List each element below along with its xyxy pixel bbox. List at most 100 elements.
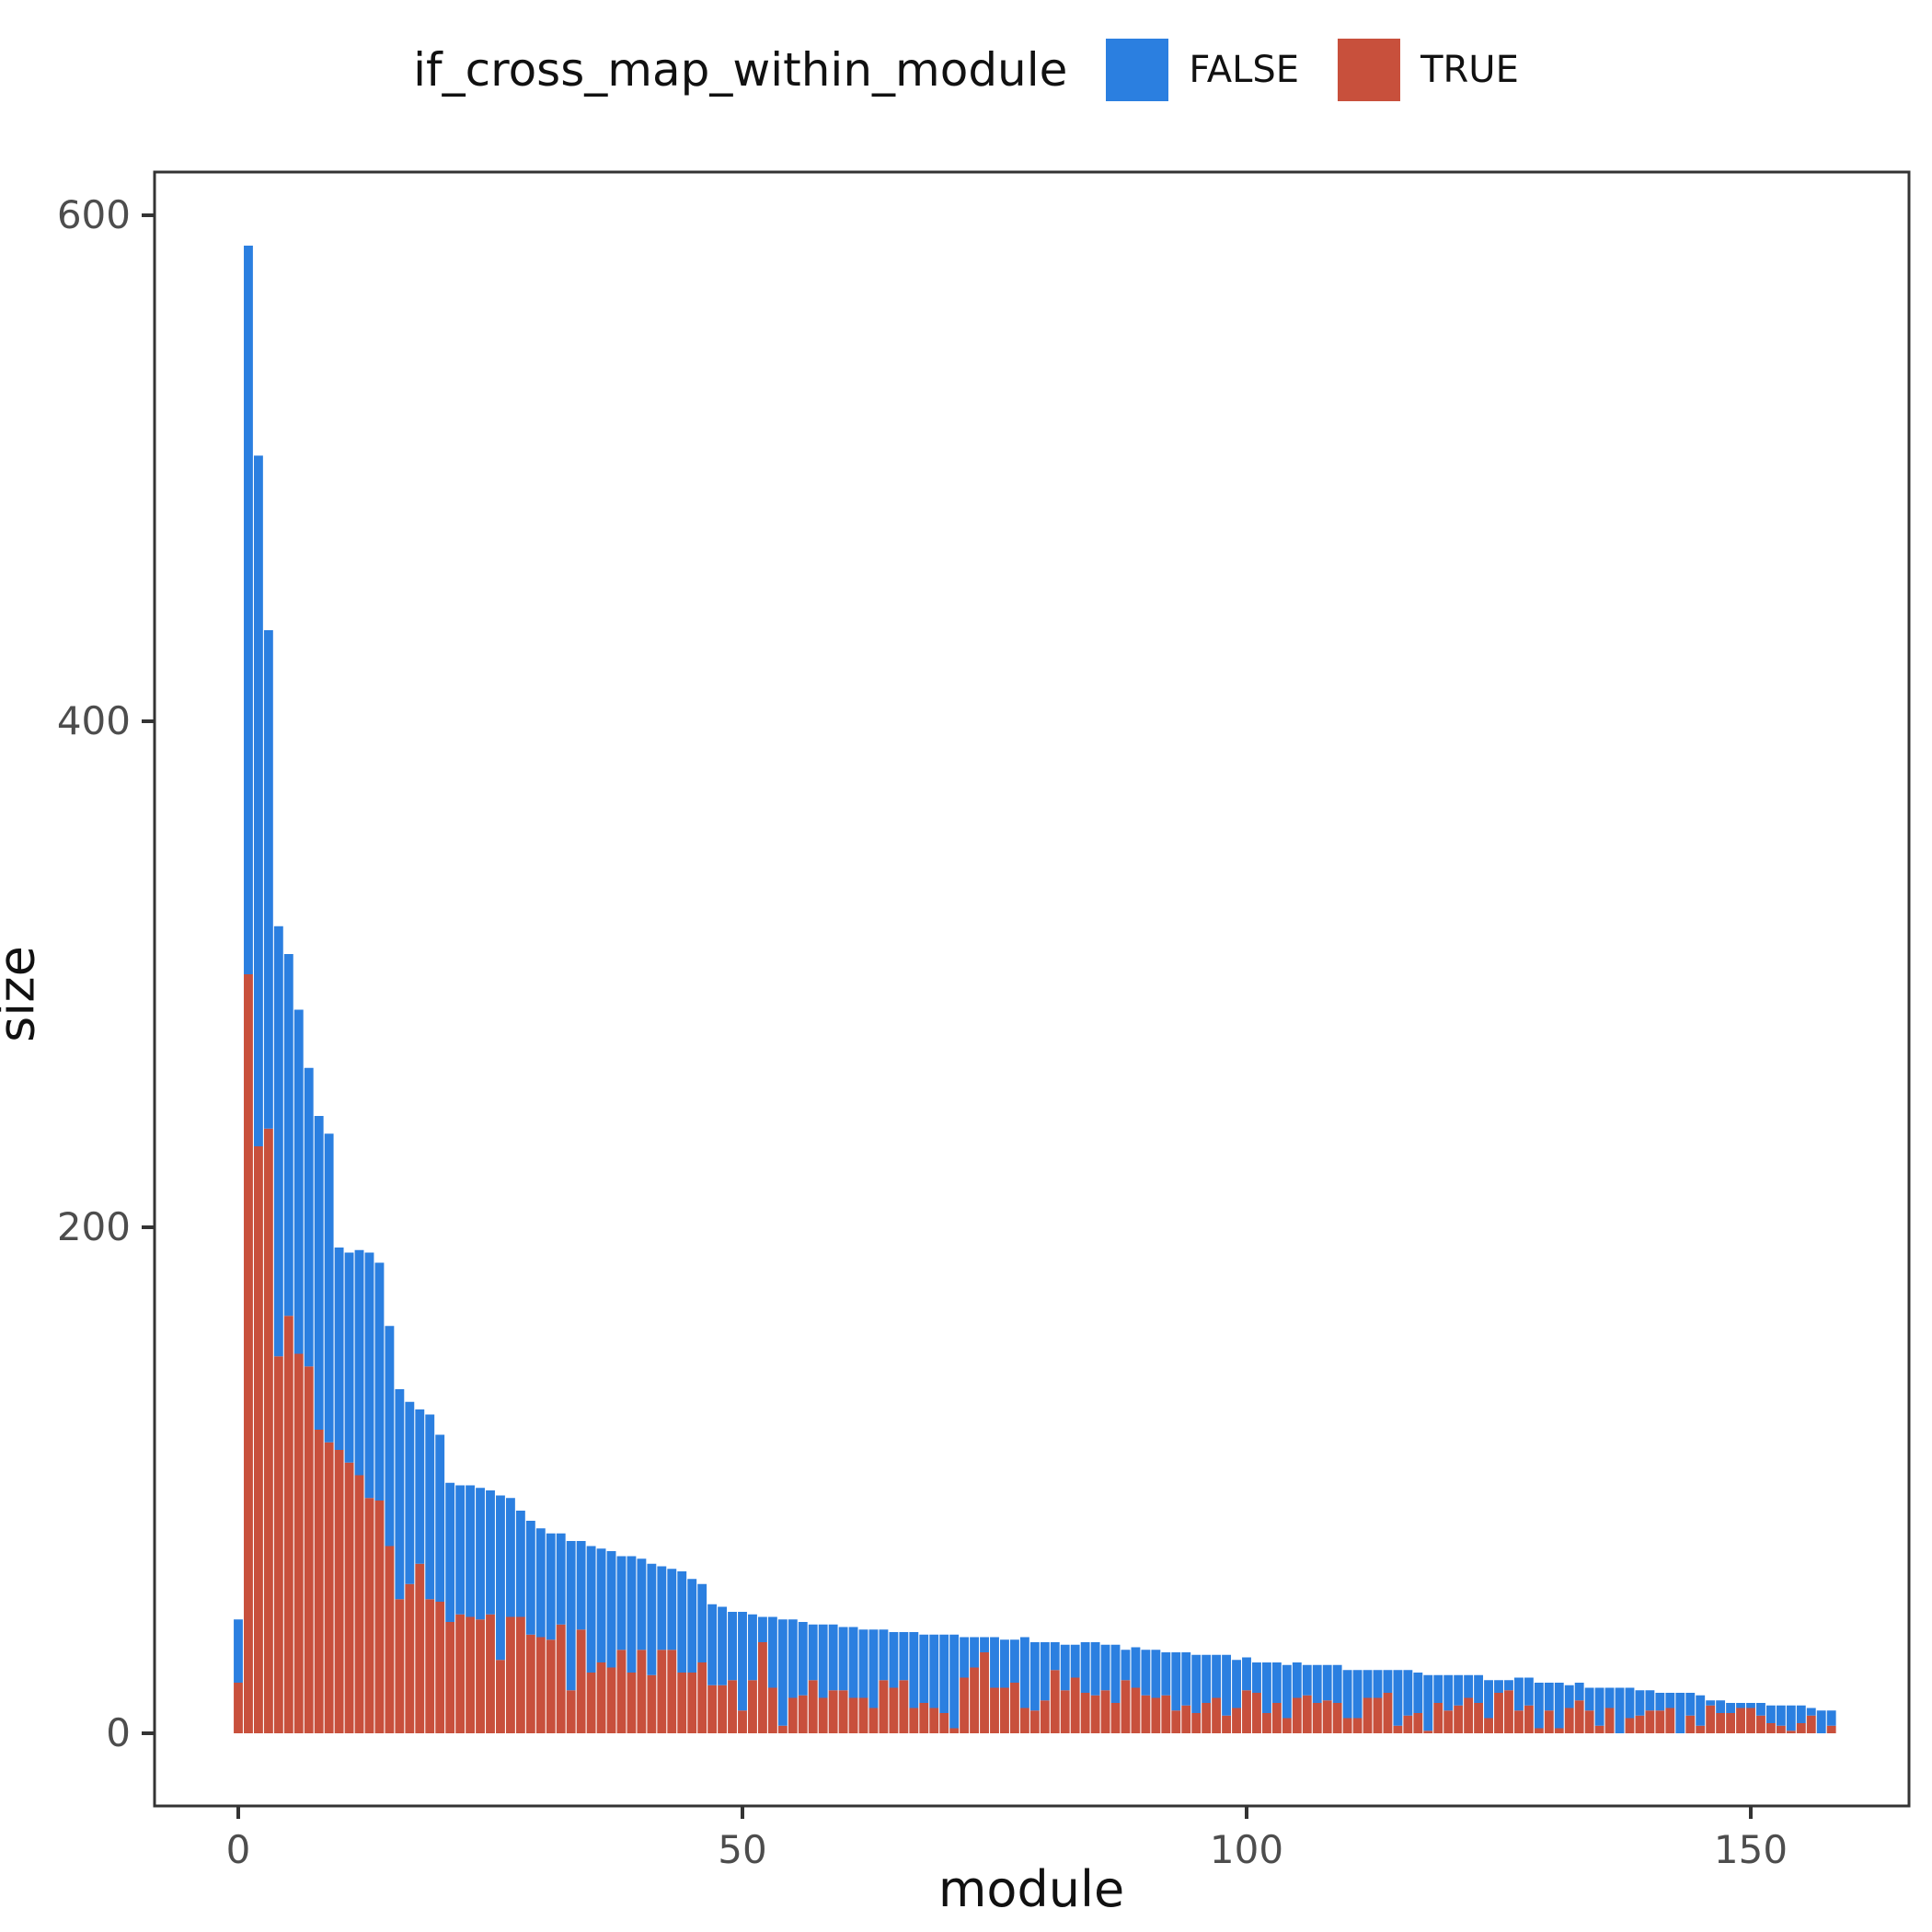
bar-false-module-13 <box>364 1252 374 1499</box>
bar-true-module-57 <box>808 1680 818 1733</box>
bar-false-module-157 <box>1816 1710 1826 1733</box>
bar-true-module-73 <box>970 1667 980 1733</box>
bar-true-module-100 <box>1242 1690 1251 1733</box>
bar-true-module-138 <box>1625 1718 1635 1733</box>
bar-true-module-85 <box>1090 1695 1100 1733</box>
bar-true-module-33 <box>566 1690 576 1733</box>
bar-true-module-112 <box>1363 1697 1373 1733</box>
bar-false-module-71 <box>949 1634 960 1729</box>
legend-item-false: FALSE <box>1106 39 1299 101</box>
bar-true-module-140 <box>1645 1710 1655 1733</box>
bar-false-module-145 <box>1696 1695 1706 1726</box>
bar-false-module-148 <box>1726 1703 1736 1713</box>
bar-false-module-123 <box>1474 1674 1484 1703</box>
bar-true-module-65 <box>889 1687 899 1733</box>
bar-true-module-42 <box>657 1650 667 1733</box>
bar-false-module-85 <box>1090 1642 1100 1696</box>
bar-false-module-98 <box>1222 1654 1232 1716</box>
bar-true-module-136 <box>1604 1708 1615 1733</box>
bar-false-module-82 <box>1060 1644 1070 1691</box>
bar-false-module-6 <box>293 1009 304 1354</box>
bar-true-module-130 <box>1544 1710 1554 1733</box>
bar-true-module-45 <box>687 1673 697 1733</box>
bar-true-module-105 <box>1292 1697 1302 1733</box>
bar-false-module-83 <box>1070 1644 1080 1678</box>
bar-false-module-147 <box>1716 1700 1726 1713</box>
bar-false-module-12 <box>354 1249 364 1476</box>
bar-false-module-10 <box>334 1248 344 1450</box>
bar-true-module-120 <box>1443 1710 1454 1733</box>
bar-false-module-65 <box>889 1632 899 1688</box>
bar-false-module-143 <box>1675 1693 1685 1733</box>
bar-true-module-4 <box>273 1356 283 1733</box>
bar-false-module-121 <box>1454 1674 1464 1706</box>
bar-false-module-107 <box>1312 1664 1322 1703</box>
bar-true-module-141 <box>1655 1710 1665 1733</box>
bar-true-module-34 <box>576 1629 586 1733</box>
bar-false-module-23 <box>466 1485 476 1617</box>
bar-false-module-11 <box>344 1252 354 1463</box>
bar-true-module-74 <box>980 1652 989 1733</box>
bar-true-module-77 <box>1009 1683 1019 1733</box>
x-tick-label-50: 50 <box>718 1827 766 1872</box>
bar-false-module-130 <box>1544 1683 1554 1711</box>
bar-false-module-106 <box>1302 1664 1312 1696</box>
bar-true-module-118 <box>1423 1731 1433 1733</box>
bar-false-module-3 <box>263 630 273 1129</box>
bar-true-module-37 <box>606 1667 616 1733</box>
bar-true-module-46 <box>697 1662 707 1733</box>
bar-true-module-7 <box>304 1366 314 1733</box>
bar-true-module-156 <box>1806 1715 1816 1733</box>
bar-true-module-76 <box>1000 1687 1009 1733</box>
bar-true-module-25 <box>486 1614 495 1733</box>
bar-true-module-94 <box>1181 1705 1191 1733</box>
bar-true-module-10 <box>334 1450 344 1733</box>
bar-false-module-50 <box>738 1612 747 1711</box>
bar-false-module-34 <box>576 1541 586 1630</box>
bar-false-module-39 <box>627 1556 637 1673</box>
bar-false-module-99 <box>1232 1660 1241 1708</box>
legend-label-true: TRUE <box>1420 49 1519 91</box>
bar-true-module-102 <box>1261 1713 1271 1733</box>
bar-false-module-100 <box>1242 1657 1251 1691</box>
legend-item-true: TRUE <box>1338 39 1519 101</box>
panel-border <box>153 170 1911 1808</box>
bar-false-module-62 <box>858 1629 868 1698</box>
bar-false-module-86 <box>1100 1644 1110 1691</box>
bar-false-module-84 <box>1080 1642 1090 1693</box>
bar-true-module-21 <box>445 1622 455 1733</box>
bar-false-module-25 <box>486 1490 495 1615</box>
bar-false-module-149 <box>1736 1703 1745 1708</box>
bar-true-module-127 <box>1513 1710 1524 1733</box>
true-color-swatch-icon <box>1338 39 1401 101</box>
bar-true-module-5 <box>283 1316 293 1733</box>
bar-true-module-135 <box>1594 1725 1604 1733</box>
bar-true-module-89 <box>1131 1687 1141 1733</box>
bar-true-module-64 <box>879 1680 889 1733</box>
bar-false-module-115 <box>1393 1670 1403 1726</box>
bar-false-module-56 <box>798 1622 808 1696</box>
bar-true-module-155 <box>1796 1723 1806 1733</box>
bar-false-module-103 <box>1271 1662 1282 1703</box>
bar-true-module-134 <box>1584 1710 1594 1733</box>
bar-false-module-154 <box>1786 1705 1796 1731</box>
bar-true-module-54 <box>777 1725 788 1733</box>
bar-true-module-66 <box>899 1680 909 1733</box>
bar-true-module-27 <box>505 1616 515 1733</box>
bar-false-module-108 <box>1322 1664 1332 1701</box>
bar-true-module-49 <box>728 1680 737 1733</box>
bar-true-module-131 <box>1554 1728 1564 1733</box>
bar-false-module-152 <box>1765 1705 1776 1723</box>
bar-false-module-96 <box>1202 1654 1212 1703</box>
bar-false-module-51 <box>748 1614 757 1681</box>
bar-false-module-124 <box>1484 1680 1493 1719</box>
bar-false-module-70 <box>939 1634 949 1713</box>
bar-true-module-116 <box>1403 1715 1413 1733</box>
bar-false-module-151 <box>1756 1703 1765 1716</box>
bar-true-module-144 <box>1685 1715 1696 1733</box>
bar-true-module-72 <box>960 1677 970 1733</box>
bar-false-module-47 <box>707 1604 718 1685</box>
bar-false-module-49 <box>728 1612 737 1681</box>
bar-true-module-124 <box>1484 1718 1493 1733</box>
bar-true-module-67 <box>909 1708 919 1733</box>
